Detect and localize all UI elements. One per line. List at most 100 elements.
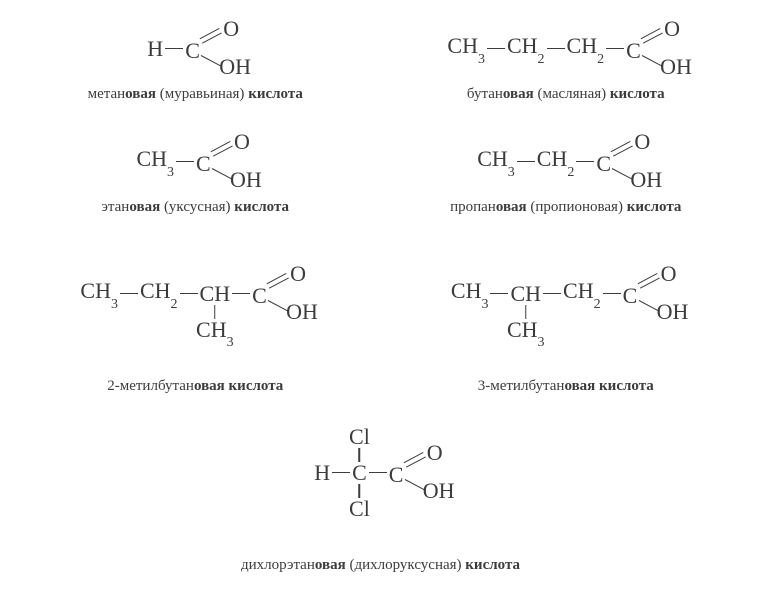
acid-propanoic: CH3 CH2 C O OH пропановая (пропионовая) к… — [381, 133, 752, 216]
acid-3-methylbutanoic: CH3 CH CH3 CH2 C O OH 3-метилбутановая кис… — [381, 246, 752, 395]
single-bond — [268, 300, 288, 311]
cooh-hydroxyl: OH — [660, 56, 692, 78]
bond — [165, 48, 183, 49]
cooh-carbon: C — [252, 285, 267, 307]
caption-2-methylbutanoic: 2-метилбутановая кислота — [107, 378, 283, 395]
double-bond — [403, 451, 426, 468]
cooh-oxygen: O — [234, 131, 250, 153]
fragment-C: C Cl Cl — [352, 462, 367, 484]
cooh-hydroxyl: OH — [423, 480, 455, 502]
caption-butanoic: бутановая (масляная) кислота — [467, 86, 665, 103]
acid-butanoic: CH3 CH2 CH2 C O OH бутановая (масляная) ки… — [381, 20, 752, 103]
fragment-CH: CH CH3 — [200, 283, 231, 305]
cooh-oxygen: O — [427, 442, 443, 464]
chain: CH3CH2CH CH3 C O OH — [80, 269, 310, 319]
cooh-group: C O OH — [623, 269, 681, 319]
single-bond — [638, 300, 658, 311]
formula-dichloroethanoic: H C Cl Cl C O OH — [314, 425, 447, 521]
chain: CH3 CH2 C O OH — [477, 137, 654, 187]
caption-3-methylbutanoic: 3-метилбутановая кислота — [478, 378, 654, 395]
cooh-oxygen: O — [290, 263, 306, 285]
fragment-CH2: CH2 — [537, 148, 575, 175]
cooh-group: C O OH — [626, 24, 684, 74]
bond — [369, 472, 387, 473]
cooh-hydroxyl: OH — [219, 56, 251, 78]
bond — [332, 472, 350, 473]
single-bond — [212, 168, 232, 179]
cooh-carbon: C — [196, 153, 211, 175]
acid-2-methylbutanoic: CH3CH2CH CH3 C O OH 2-метилбутановая кис… — [10, 246, 381, 395]
caption-propanoic: пропановая (пропионовая) кислота — [450, 199, 681, 216]
cooh-carbon: C — [185, 40, 200, 62]
fragment-CH3: CH3 — [451, 280, 489, 307]
double-bond — [210, 140, 233, 157]
fragment-CH2: CH2 — [563, 280, 601, 307]
chain: CH3 CH2 CH2 C O OH — [447, 24, 684, 74]
cooh-hydroxyl: OH — [230, 169, 262, 191]
cooh-group: C O OH — [596, 137, 654, 187]
grid-row: CH3 C O OH этановая (уксусная) кислота C… — [10, 133, 751, 216]
double-bond — [199, 27, 222, 44]
cooh-oxygen: O — [223, 18, 239, 40]
cooh-oxygen: O — [661, 263, 677, 285]
caption-ethanoic: этановая (уксусная) кислота — [101, 199, 289, 216]
formula-methanoic: H C O OH — [147, 20, 243, 78]
bond — [547, 48, 565, 49]
caption-methanoic: метановая (муравьиная) кислота — [88, 86, 303, 103]
formula-3-methylbutanoic: CH3 CH CH3 CH2 C O OH — [451, 246, 681, 342]
acid-dichloroethanoic: HC Cl Cl C O OH дихлорэтановая (дихлорук… — [10, 425, 751, 574]
chain: CH3 CH CH3 CH2 C O OH — [451, 269, 681, 319]
double-bond — [266, 272, 289, 289]
single-bond — [642, 55, 662, 66]
bond — [176, 161, 194, 162]
fragment-CH2: CH2 — [507, 35, 545, 62]
bond — [606, 48, 624, 49]
fragment-CH2: CH2 — [140, 280, 178, 307]
fragment-H: H — [147, 38, 163, 60]
vertical-bond — [359, 448, 361, 462]
substituent-CH3: CH3 — [507, 319, 545, 346]
fragment-CH3: CH3 — [477, 148, 515, 175]
bond — [543, 293, 561, 294]
fragment-CH: CH CH3 — [510, 283, 541, 305]
formula-2-methylbutanoic: CH3CH2CH CH3 C O OH — [80, 246, 310, 342]
double-bond — [640, 27, 663, 44]
cooh-group: C O OH — [389, 448, 447, 498]
fragment-CH3: CH3 — [447, 35, 485, 62]
bond — [487, 48, 505, 49]
acid-ethanoic: CH3 C O OH этановая (уксусная) кислота — [10, 133, 381, 216]
substituent-Cl: Cl — [349, 498, 370, 520]
acid-grid: H C O OH метановая (муравьиная) кислота … — [10, 20, 751, 574]
single-bond — [612, 168, 632, 179]
substituent-Cl: Cl — [349, 426, 370, 448]
cooh-hydroxyl: OH — [630, 169, 662, 191]
bond — [232, 293, 250, 294]
bond — [517, 161, 535, 162]
cooh-group: C O OH — [185, 24, 243, 74]
formula-butanoic: CH3 CH2 CH2 C O OH — [447, 20, 684, 78]
bond — [603, 293, 621, 294]
bond — [180, 293, 198, 294]
bond — [120, 293, 138, 294]
grid-row: HC Cl Cl C O OH дихлорэтановая (дихлорук… — [10, 425, 751, 574]
cooh-carbon: C — [596, 153, 611, 175]
chain: H C O OH — [147, 24, 243, 74]
fragment-CH3: CH3 — [136, 148, 174, 175]
fragment-CH2: CH2 — [567, 35, 605, 62]
substituent-CH3: CH3 — [196, 319, 234, 346]
cooh-oxygen: O — [664, 18, 680, 40]
bond — [576, 161, 594, 162]
double-bond — [610, 140, 633, 157]
acid-methanoic: H C O OH метановая (муравьиная) кислота — [10, 20, 381, 103]
fragment-CH3: CH3 — [80, 280, 118, 307]
chain: H C Cl Cl C O OH — [314, 448, 447, 498]
grid-row: H C O OH метановая (муравьиная) кислота … — [10, 20, 751, 103]
cooh-carbon: C — [626, 40, 641, 62]
grid-row: CH3 CH2 CH CH3 C O OH 2-метилбутановая кис… — [10, 246, 751, 395]
double-bond — [637, 272, 660, 289]
formula-ethanoic: CH3 C O OH — [136, 133, 254, 191]
bond — [490, 293, 508, 294]
single-bond — [405, 479, 425, 490]
fragment-H: H — [314, 462, 330, 484]
cooh-oxygen: O — [634, 131, 650, 153]
